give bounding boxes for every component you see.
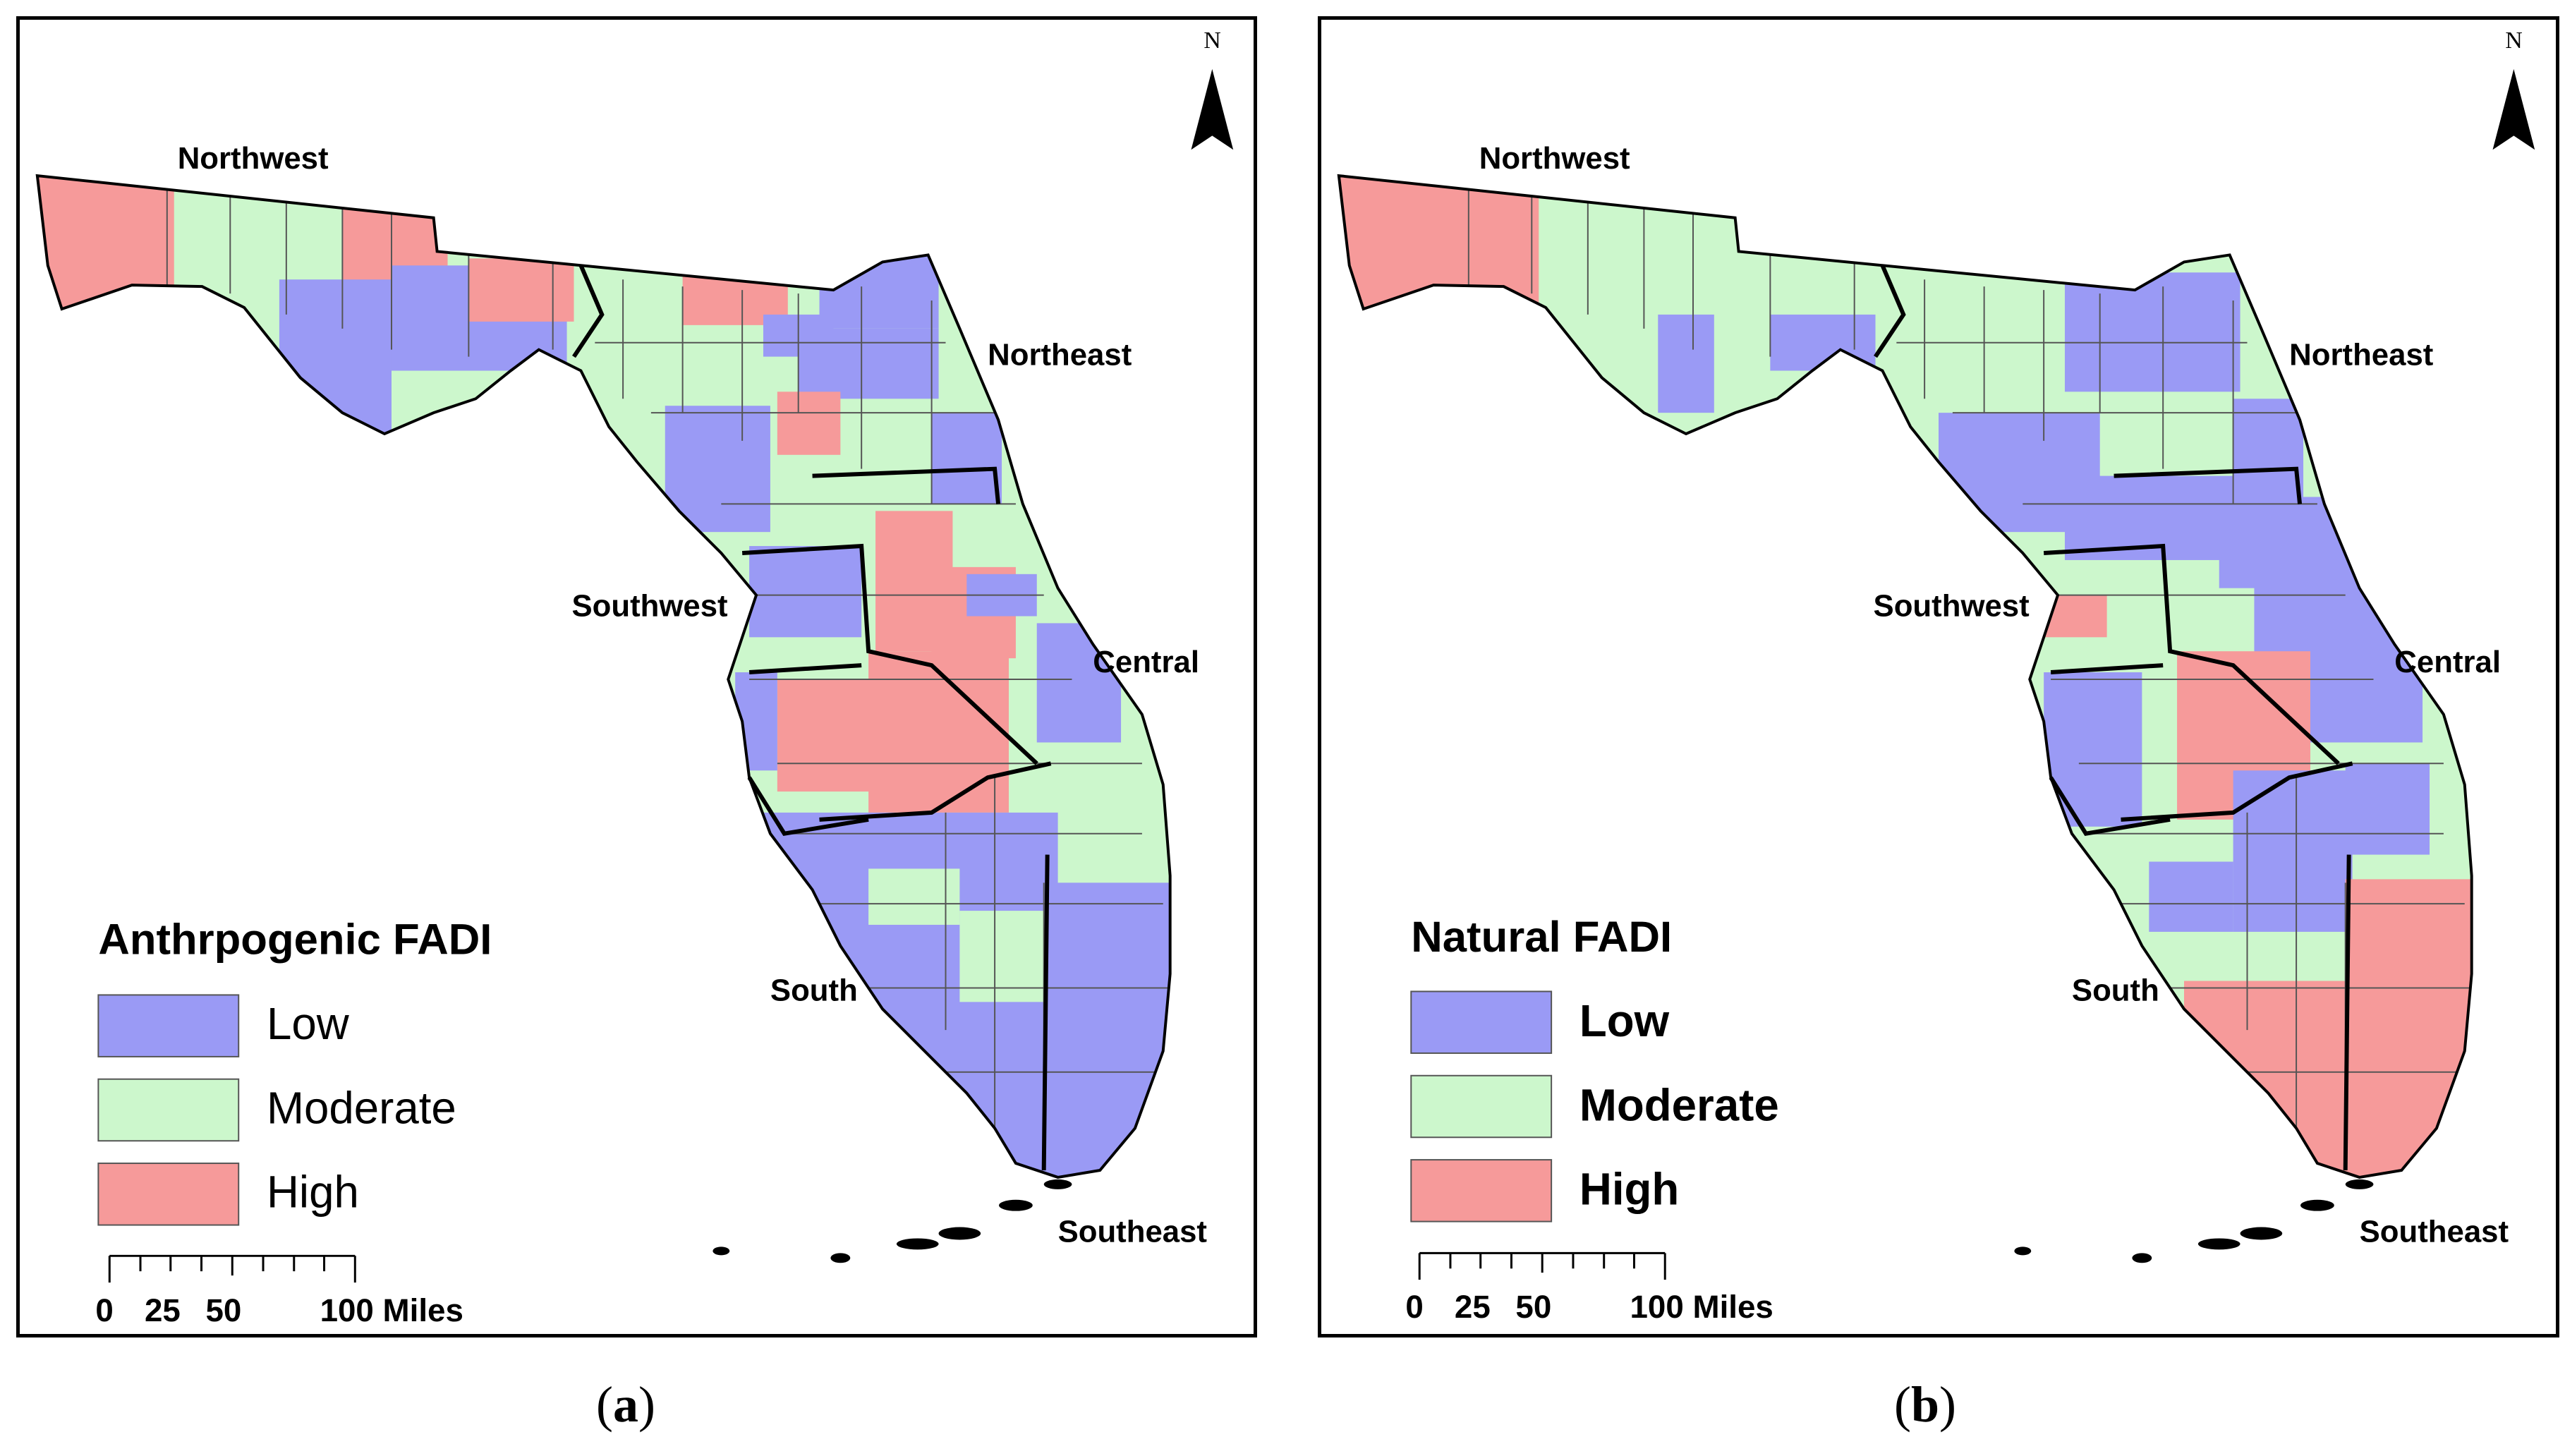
north-letter: N (2505, 28, 2522, 54)
legend-swatch-high (97, 1163, 240, 1226)
county-low (2149, 861, 2233, 932)
legend-swatch-low (1410, 990, 1553, 1054)
county-low (1036, 623, 1122, 743)
region-lines-a (572, 265, 1052, 1171)
region-label-central: Central (1093, 645, 1199, 679)
legend-swatch-low (97, 994, 240, 1057)
county-moderate (868, 868, 960, 925)
county-low (665, 406, 770, 533)
florida-outline-b (1337, 174, 2473, 1179)
county-high (2184, 981, 2367, 1177)
map-panel-a: Northwest Northeast Central Southwest So… (16, 16, 1257, 1337)
legend-swatch-moderate (1410, 1074, 1553, 1139)
county-low (2233, 770, 2353, 932)
north-letter: N (1203, 28, 1220, 54)
legend-title: Anthrpogenic FADI (98, 916, 492, 964)
legend-label-moderate: Moderate (267, 1083, 456, 1133)
county-low (2044, 672, 2142, 827)
region-label-northeast: Northeast (2289, 338, 2434, 372)
keys-islands-a (712, 1179, 1072, 1263)
region-label-south: South (2072, 973, 2159, 1007)
region-label-northwest: Northwest (1479, 141, 1630, 176)
region-label-southwest: Southwest (572, 588, 729, 623)
scale-label-0: 0 (1405, 1289, 1423, 1325)
region-label-southeast: Southeast (1058, 1214, 1208, 1249)
region-label-southwest: Southwest (1874, 588, 2030, 623)
southeast-high (2345, 879, 2472, 1177)
county-low (2064, 272, 2240, 392)
county-low (931, 413, 1002, 504)
north-arrow-icon (2492, 68, 2535, 150)
scale-label-100-miles: 100 Miles (320, 1292, 463, 1328)
legend-b: Natural FADI Low Moderate High (1410, 913, 1779, 1223)
county-high (777, 679, 883, 792)
legend-label-low: Low (267, 999, 350, 1049)
county-high (777, 392, 841, 455)
florida-outline-a (35, 174, 1172, 1179)
county-low (1658, 314, 1714, 413)
county-low (279, 279, 392, 448)
north-arrow-icon (1191, 68, 1234, 150)
legend-label-moderate: Moderate (1579, 1080, 1779, 1130)
scale-label-50: 50 (205, 1292, 241, 1328)
legend-label-high: High (1579, 1165, 1679, 1215)
county-high (1338, 176, 1539, 315)
county-low (749, 546, 862, 638)
north-arrow-b: N (2492, 28, 2535, 150)
county-high (468, 258, 574, 322)
scale-label-50: 50 (1515, 1289, 1551, 1325)
region-label-southeast: Southeast (2360, 1214, 2509, 1249)
caption-b: (b) (1894, 1376, 1957, 1433)
region-lines-b (1874, 265, 2353, 1171)
north-arrow-a: N (1191, 28, 1234, 150)
county-lines-b (1467, 181, 2472, 1171)
region-label-south: South (770, 973, 858, 1007)
scale-label-25: 25 (1455, 1289, 1491, 1325)
caption-letter-a: a (612, 1376, 638, 1433)
region-label-northwest: Northwest (178, 141, 329, 176)
keys-islands-b (2014, 1179, 2374, 1263)
scale-bar-b: 0 25 50 100 Miles (1405, 1251, 1773, 1325)
region-label-northeast: Northeast (988, 338, 1132, 372)
map-panel-b: Northwest Northeast Central Southwest So… (1318, 16, 2559, 1337)
scale-label-25: 25 (145, 1292, 181, 1328)
legend-label-low: Low (1579, 996, 1670, 1046)
region-label-central: Central (2394, 645, 2501, 679)
legend-swatch-high (1410, 1159, 1553, 1223)
legend-a: Anthrpogenic FADI Low Moderate High (97, 916, 492, 1226)
legend-swatch-moderate (97, 1078, 240, 1142)
county-high (868, 651, 1009, 813)
florida-map-b: Northwest Northeast Central Southwest So… (1337, 28, 2535, 1325)
scale-bar-a: 0 25 50 100 Miles (95, 1254, 463, 1328)
caption-a: (a) (596, 1376, 655, 1433)
legend-label-high: High (267, 1167, 359, 1218)
florida-map-a: Northwest Northeast Central Southwest So… (35, 28, 1234, 1328)
county-low (2219, 504, 2290, 588)
county-low (2345, 763, 2430, 855)
caption-letter-b: b (1910, 1376, 1940, 1433)
legend-title: Natural FADI (1411, 913, 1672, 961)
scale-label-0: 0 (95, 1292, 113, 1328)
county-moderate (959, 911, 1051, 1002)
scale-label-100-miles: 100 Miles (1630, 1289, 1773, 1325)
